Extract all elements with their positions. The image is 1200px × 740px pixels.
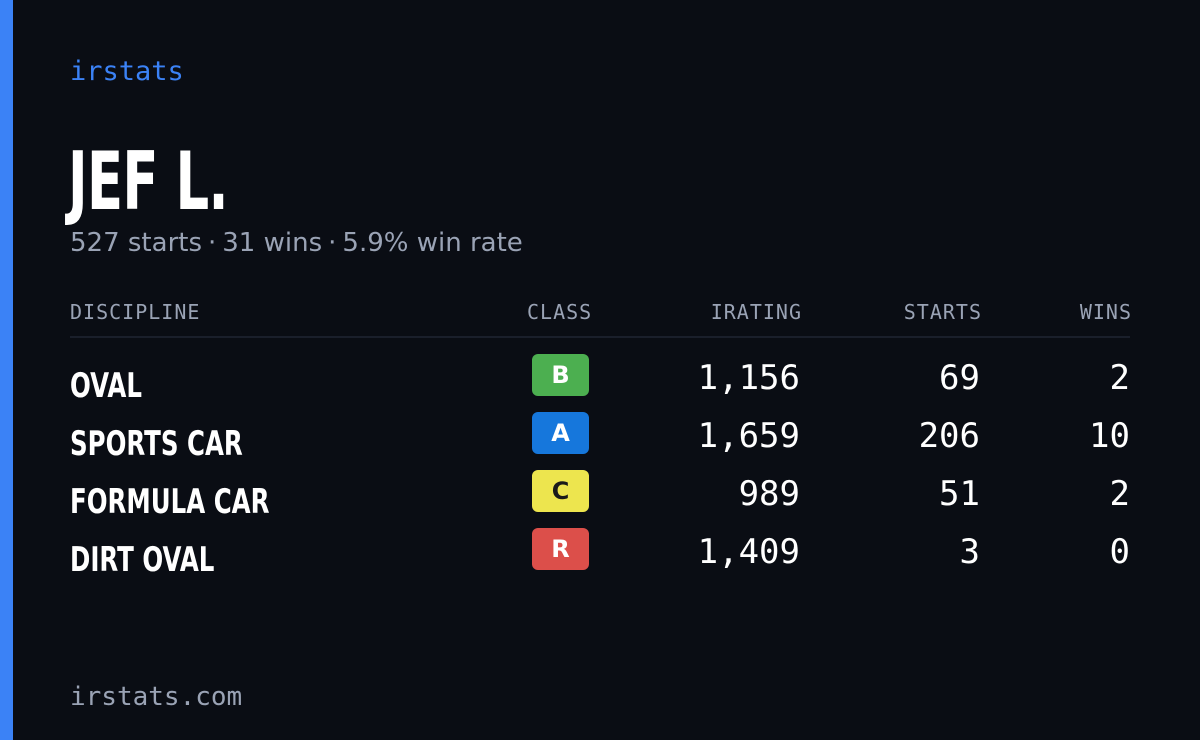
summary-win-rate: 5.9% win rate [342, 228, 523, 258]
class-badge: B [532, 354, 589, 396]
starts-value: 51 [939, 474, 980, 514]
discipline-name: OVAL [70, 366, 142, 406]
irating-value: 1,156 [697, 358, 800, 398]
wins-value: 0 [1109, 532, 1130, 572]
summary-separator: · [328, 228, 337, 258]
starts-value: 69 [939, 358, 980, 398]
irating-value: 1,409 [697, 532, 800, 572]
starts-value: 206 [918, 416, 980, 456]
header-divider [70, 336, 1130, 338]
discipline-name: DIRT OVAL [70, 540, 215, 580]
accent-bar [0, 0, 13, 740]
driver-name: JEF L. [68, 135, 229, 228]
column-header-wins: WINS [1079, 300, 1132, 324]
column-header-irating: IRATING [710, 300, 802, 324]
irating-value: 1,659 [697, 416, 800, 456]
summary-wins: 31 wins [222, 228, 323, 258]
wins-value: 2 [1109, 474, 1130, 514]
brand-logo: irstats [70, 56, 184, 87]
class-badge: C [532, 470, 589, 512]
table-row: SPORTS CAR A 1,659 206 10 [70, 412, 1130, 474]
summary-starts: 527 starts [70, 228, 202, 258]
footer-url: irstats.com [70, 682, 243, 712]
table-row: OVAL B 1,156 69 2 [70, 354, 1130, 416]
table-row: FORMULA CAR C 989 51 2 [70, 470, 1130, 532]
driver-summary: 527 starts · 31 wins · 5.9% win rate [70, 228, 523, 258]
column-header-discipline: DISCIPLINE [70, 300, 201, 324]
summary-separator: · [208, 228, 217, 258]
wins-value: 10 [1089, 416, 1130, 456]
discipline-name: FORMULA CAR [70, 482, 270, 522]
starts-value: 3 [959, 532, 980, 572]
class-badge: A [532, 412, 589, 454]
irating-value: 989 [738, 474, 800, 514]
column-header-starts: STARTS [903, 300, 982, 324]
table-row: DIRT OVAL R 1,409 3 0 [70, 528, 1130, 590]
wins-value: 2 [1109, 358, 1130, 398]
discipline-name: SPORTS CAR [70, 424, 243, 464]
column-header-class: CLASS [527, 300, 593, 324]
class-badge: R [532, 528, 589, 570]
